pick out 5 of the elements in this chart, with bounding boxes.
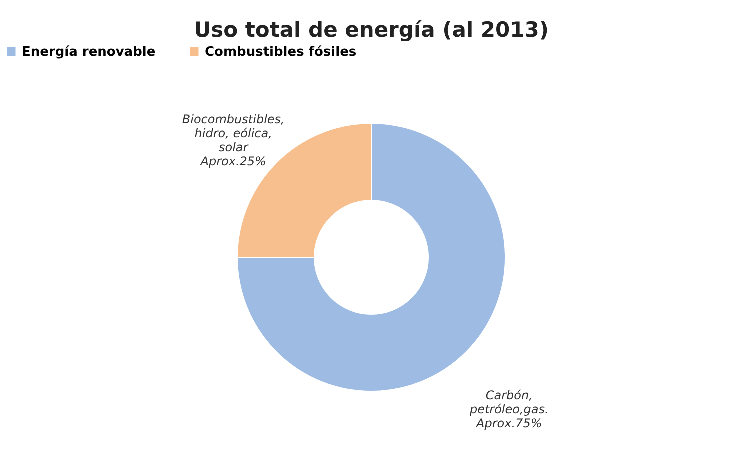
- data-label: Carbón, petróleo,gas. Aprox.75%: [468, 388, 549, 430]
- chart-title: Uso total de energía (al 2013): [194, 18, 549, 42]
- legend-label: Energía renovable: [22, 44, 156, 60]
- legend-label: Combustibles fósiles: [205, 44, 357, 60]
- data-label: Biocombustibles, hidro, eólica, solar Aprox.25%: [182, 112, 285, 169]
